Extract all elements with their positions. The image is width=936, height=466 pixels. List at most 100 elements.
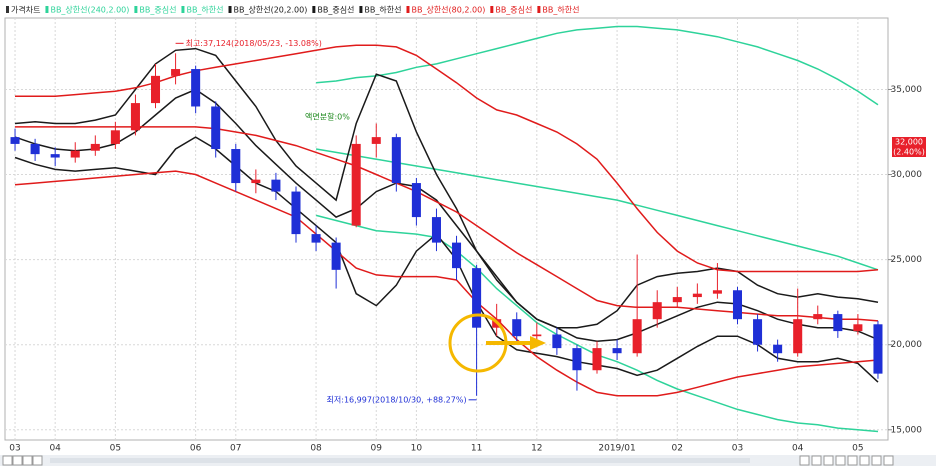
legend-label: BB_상한선(20,2.00) xyxy=(234,5,308,15)
band-line xyxy=(14,170,879,397)
y-tick-label: 15,000 xyxy=(891,425,923,435)
candle-body xyxy=(411,183,421,218)
band-line xyxy=(14,136,879,383)
legend-swatch xyxy=(134,6,138,13)
toolbar-button[interactable] xyxy=(847,455,858,466)
candle-body xyxy=(251,179,261,184)
candle-body xyxy=(311,234,321,243)
legend-swatch xyxy=(490,6,494,13)
split-annotation: 액면분할:0% xyxy=(305,112,350,122)
price-tag-price: 32,000 xyxy=(895,138,923,147)
candle-body xyxy=(211,106,221,150)
legend-swatch xyxy=(45,6,49,13)
x-tick-label: 10 xyxy=(411,444,423,454)
legend-swatch xyxy=(228,6,232,13)
candle-body xyxy=(351,143,361,226)
candle-body xyxy=(833,314,843,332)
toolbar-button[interactable] xyxy=(871,455,882,466)
candle-body xyxy=(853,324,863,332)
candle-body xyxy=(692,293,702,298)
candle-body xyxy=(110,130,120,144)
candle-body xyxy=(331,242,341,270)
candles xyxy=(10,53,883,396)
candle-body xyxy=(70,150,80,158)
legend-swatch xyxy=(406,6,410,13)
legend: 가격차트 BB_상한선(240,2.00) BB_중심선 BB_하한선 BB_상한선(2… xyxy=(6,5,579,15)
x-tick-label: 06 xyxy=(190,444,202,454)
candle-body xyxy=(813,314,823,320)
candle-body xyxy=(30,143,40,155)
grid xyxy=(5,18,892,440)
legend-label: BB_중심선 xyxy=(139,5,176,15)
y-tick-label: 35,000 xyxy=(891,85,923,95)
candle-body xyxy=(572,348,582,371)
toolbar-button[interactable] xyxy=(859,455,870,466)
candle-body xyxy=(271,179,281,192)
low-annotation: 최저:16,997(2018/10/30, +88.27%) xyxy=(327,394,467,404)
x-tick-label: 05 xyxy=(110,444,121,454)
toolbar-button[interactable] xyxy=(811,455,822,466)
legend-swatch xyxy=(537,6,541,13)
candle-body xyxy=(712,290,722,294)
x-tick-label: 08 xyxy=(310,444,322,454)
candle-body xyxy=(431,217,441,243)
legend-label: BB_상한선(240,2.00) xyxy=(50,5,129,15)
x-tick-label: 03 xyxy=(732,444,743,454)
candle-body xyxy=(191,69,201,107)
candle-body xyxy=(371,137,381,144)
y-tick-label: 30,000 xyxy=(891,170,923,180)
candle-body xyxy=(873,324,883,374)
candle-body xyxy=(90,143,100,151)
x-tick-label: 02 xyxy=(672,444,683,454)
legend-label: BB_중심선 xyxy=(317,5,354,15)
toolbar-button[interactable] xyxy=(883,455,894,466)
highlight-arrowhead xyxy=(530,336,546,350)
labels: 15,000 20,000 25,000 30,000 35,000 03 04 05 06 07… xyxy=(9,38,922,454)
toolbar-button[interactable] xyxy=(12,455,23,466)
toolbar-button[interactable] xyxy=(835,455,846,466)
legend-label: BB_하한선 xyxy=(542,5,579,15)
high-annotation: 최고:37,124(2018/05/23, -13.08%) xyxy=(186,38,322,48)
candle-body xyxy=(753,319,763,345)
x-tick-label: 09 xyxy=(371,444,383,454)
y-tick-label: 25,000 xyxy=(891,255,923,265)
candle-body xyxy=(472,268,482,328)
x-tick-label: 2019/01 xyxy=(598,444,635,454)
toolbar-button[interactable] xyxy=(2,455,13,466)
candle-body xyxy=(672,297,682,303)
x-tick-label: 12 xyxy=(531,444,542,454)
toolbar-button[interactable] xyxy=(823,455,834,466)
candle-body xyxy=(552,334,562,349)
toolbar-button[interactable] xyxy=(22,455,33,466)
x-tick-label: 03 xyxy=(9,444,20,454)
legend-swatch xyxy=(6,6,9,13)
candle-body xyxy=(50,154,60,158)
legend-swatch xyxy=(359,6,363,13)
legend-label: BB_상한선(80,2.00) xyxy=(411,5,485,15)
candle-body xyxy=(231,149,241,184)
candle-body xyxy=(732,290,743,320)
candle-body xyxy=(773,344,783,354)
candle-body xyxy=(532,334,542,337)
legend-label: BB_중심선 xyxy=(495,5,532,15)
candle-body xyxy=(171,69,181,76)
legend-label: 가격차트 xyxy=(11,5,40,15)
legend-swatch xyxy=(312,6,316,13)
candle-body xyxy=(452,242,462,269)
toolbar-button[interactable] xyxy=(799,455,810,466)
toolbar-button[interactable] xyxy=(32,455,43,466)
price-tag xyxy=(892,137,926,157)
candle-body xyxy=(291,191,301,235)
x-tick-label: 04 xyxy=(49,444,61,454)
candle-body xyxy=(150,75,161,104)
band-line xyxy=(315,148,879,271)
x-tick-label: 07 xyxy=(230,444,241,454)
x-tick-label: 11 xyxy=(471,444,482,454)
candle-body xyxy=(10,137,20,144)
candle-body xyxy=(391,137,401,184)
legend-label: BB_하한선 xyxy=(186,5,223,15)
x-tick-label: 05 xyxy=(852,444,863,454)
plot-frame xyxy=(4,17,889,441)
scrollbar[interactable] xyxy=(50,458,750,463)
